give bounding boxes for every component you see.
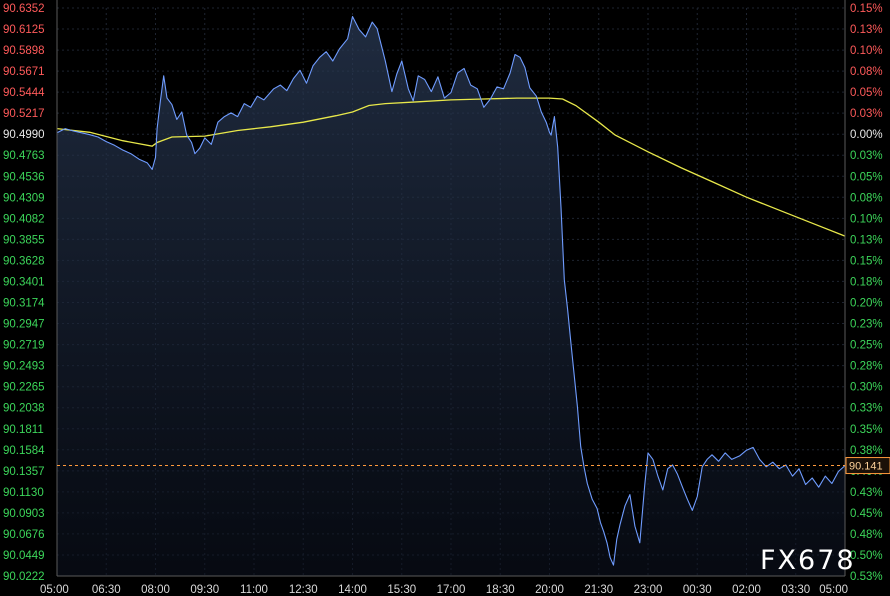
pct-tick-label: 0.50%: [850, 550, 883, 562]
pct-tick-label: 0.45%: [850, 508, 883, 520]
price-area: [57, 16, 845, 576]
pct-tick-label: 0.08%: [850, 66, 883, 78]
y-tick-label: 90.1130: [3, 487, 44, 499]
x-tick-label: 05:00: [40, 584, 69, 596]
y-tick-label: 90.4309: [3, 192, 45, 204]
pct-tick-label: 0.53%: [850, 571, 883, 583]
x-tick-label: 06:30: [92, 584, 121, 596]
y-tick-label: 90.0903: [3, 508, 45, 520]
x-tick-label: 23:00: [634, 584, 663, 596]
y-tick-label: 90.4536: [3, 171, 45, 183]
y-tick-label: 90.2265: [3, 382, 45, 394]
y-axis-left: 90.6352 90.6125 90.5898 90.5671 90.5444 90.52…: [3, 3, 45, 583]
y-tick-label: 90.6125: [3, 24, 45, 36]
pct-tick-label: 0.05%: [850, 171, 883, 183]
x-tick-label: 02:00: [732, 584, 761, 596]
y-tick-label: 90.1357: [3, 466, 45, 478]
pct-tick-label: 0.00%: [850, 129, 883, 141]
y-tick-label: 90.0676: [3, 529, 45, 541]
y-tick-label: 90.3401: [3, 276, 45, 288]
y-tick-label: 90.1584: [3, 445, 45, 457]
pct-tick-label: 0.28%: [850, 361, 883, 373]
x-axis: 05:00 06:30 08:00 09:30 11:00 12:30 14:00 15:30…: [40, 584, 848, 596]
y-tick-label: 90.5898: [3, 45, 45, 57]
x-tick-label: 18:30: [486, 584, 515, 596]
y-tick-label: 90.1811: [3, 424, 44, 436]
current-price-marker: 90.141: [57, 457, 890, 475]
x-tick-label: 05:00: [819, 584, 848, 596]
pct-tick-label: 0.05%: [850, 87, 883, 99]
y-tick-label: 90.0222: [3, 571, 45, 583]
y-tick-label: 90.2947: [3, 319, 45, 331]
x-tick-label: 15:30: [387, 584, 416, 596]
y-tick-label: 90.5671: [3, 66, 45, 78]
pct-tick-label: 0.43%: [850, 487, 883, 499]
pct-tick-label: 0.20%: [850, 297, 883, 309]
x-tick-label: 03:30: [781, 584, 810, 596]
price-area-fill: [57, 16, 845, 576]
pct-tick-label: 0.03%: [850, 150, 883, 162]
pct-tick-label: 0.33%: [850, 403, 883, 415]
x-tick-label: 14:00: [338, 584, 367, 596]
y-tick-label: 90.2038: [3, 403, 45, 415]
average-line: [56, 97, 846, 237]
y-tick-label: 90.6352: [3, 3, 45, 15]
x-tick-label: 20:00: [535, 584, 564, 596]
series-lines: [56, 15, 846, 566]
pct-tick-label: 0.13%: [850, 24, 883, 36]
y-axis-right-pct: 0.15% 0.13% 0.10% 0.08% 0.05% 0.03% 0.00% 0.03%…: [850, 3, 883, 583]
y-tick-label: 90.4990: [3, 129, 45, 141]
x-tick-label: 00:30: [683, 584, 712, 596]
axes: [56, 0, 846, 577]
pct-tick-label: 0.10%: [850, 45, 883, 57]
pct-tick-label: 0.35%: [850, 424, 883, 436]
x-tick-label: 11:00: [240, 584, 268, 596]
current-price-label: 90.141: [849, 461, 883, 473]
y-tick-label: 90.3855: [3, 234, 45, 246]
pct-tick-label: 0.13%: [850, 234, 883, 246]
x-tick-label: 21:30: [584, 584, 613, 596]
x-tick-label: 17:00: [437, 584, 466, 596]
x-tick-label: 08:00: [141, 584, 170, 596]
current-price-box: [845, 457, 890, 475]
y-tick-label: 90.5217: [3, 108, 45, 120]
pct-tick-label: 0.15%: [850, 255, 883, 267]
y-tick-label: 90.2493: [3, 361, 45, 373]
pct-tick-label: 0.10%: [850, 213, 883, 225]
y-tick-label: 90.5444: [3, 87, 45, 99]
y-tick-label: 90.2719: [3, 340, 45, 352]
pct-tick-label: 0.25%: [850, 340, 883, 352]
pct-tick-label: 0.15%: [850, 3, 883, 15]
y-tick-label: 90.4082: [3, 213, 45, 225]
y-tick-label: 90.4763: [3, 150, 45, 162]
y-tick-label: 90.3628: [3, 255, 45, 267]
pct-tick-label: 0.08%: [850, 192, 883, 204]
x-tick-label: 09:30: [190, 584, 219, 596]
pct-tick-label: 0.23%: [850, 319, 883, 331]
y-tick-label: 90.0449: [3, 550, 45, 562]
price-line: [56, 15, 846, 566]
pct-tick-label: 0.03%: [850, 108, 883, 120]
pct-tick-label: 0.18%: [850, 276, 883, 288]
x-tick-label: 12:30: [289, 584, 318, 596]
watermark-logo: FX678: [760, 545, 856, 576]
pct-tick-label: 0.48%: [850, 529, 883, 541]
pct-tick-label: 0.38%: [850, 445, 883, 457]
y-tick-label: 90.3174: [3, 297, 45, 309]
pct-tick-label: 0.30%: [850, 382, 883, 394]
